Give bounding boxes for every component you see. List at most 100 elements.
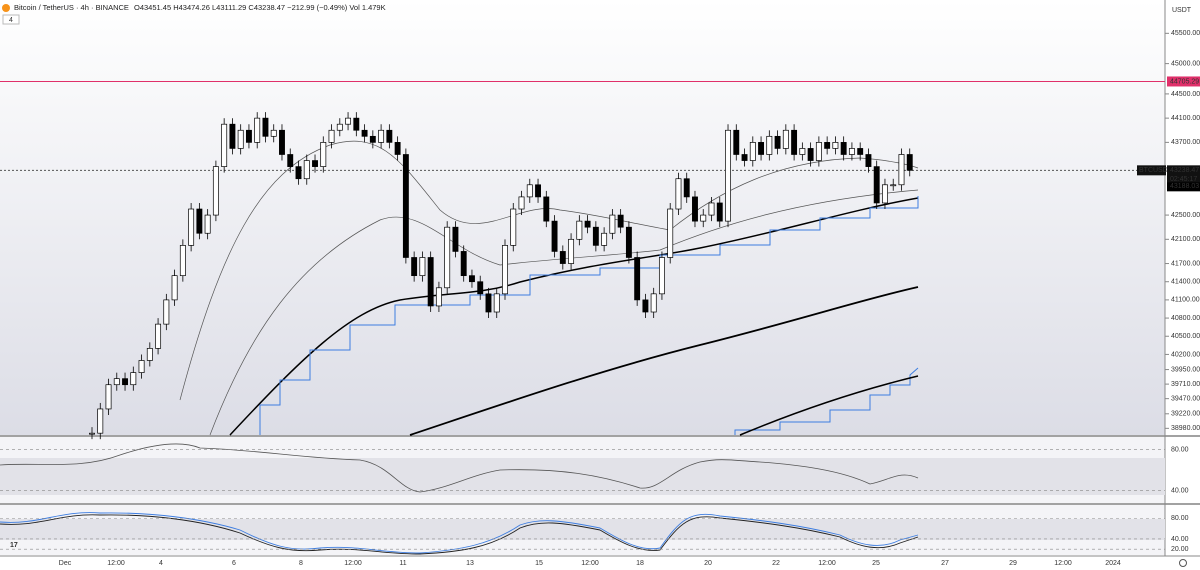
price-tick-label: 45000.00 <box>1171 60 1200 67</box>
candle <box>782 129 789 149</box>
candle <box>279 129 285 155</box>
candle <box>328 129 335 143</box>
candle <box>386 129 393 143</box>
price-tick-label: 44100.00 <box>1171 115 1200 122</box>
candle <box>675 178 682 210</box>
price-pane <box>0 0 1165 435</box>
candle <box>163 299 170 325</box>
time-label: 15 <box>535 560 543 567</box>
candle <box>700 214 707 222</box>
ma-200-lower <box>739 375 919 436</box>
candle <box>601 232 608 246</box>
candle <box>411 257 418 277</box>
candle <box>320 142 327 167</box>
price-tick-label: 42100.00 <box>1171 236 1200 243</box>
osc-tick-label: 80.00 <box>1171 515 1189 522</box>
candle <box>642 299 649 313</box>
candle <box>592 226 599 246</box>
candle <box>493 293 500 313</box>
candle <box>873 166 880 204</box>
candle <box>848 148 855 155</box>
candle <box>105 384 112 410</box>
price-tick-label: 40800.00 <box>1171 315 1200 322</box>
candle <box>650 293 657 313</box>
candle <box>708 202 715 216</box>
currency-label[interactable]: USDT <box>1172 7 1192 14</box>
price-tick-label: 39220.00 <box>1171 411 1200 418</box>
candle <box>303 160 310 180</box>
osc-tick-label: 40.00 <box>1171 536 1189 543</box>
ma-100 <box>229 197 919 436</box>
candle <box>270 129 277 137</box>
time-label: 20 <box>704 560 712 567</box>
candle <box>336 123 343 131</box>
candle <box>460 251 467 277</box>
candle <box>419 257 426 277</box>
candle <box>221 123 228 167</box>
candle <box>138 360 145 373</box>
candle <box>518 196 525 210</box>
candle <box>179 245 186 277</box>
alert-tag-label: 44705.29 <box>1170 78 1199 85</box>
price-tick-label: 41100.00 <box>1171 297 1200 304</box>
candles <box>89 112 913 440</box>
symbol-tag <box>1137 165 1166 176</box>
time-label: 2024 <box>1105 560 1121 567</box>
time-label: 27 <box>941 560 949 567</box>
candle <box>312 160 318 167</box>
price-tick-label: 44500.00 <box>1171 91 1200 98</box>
candle <box>807 148 814 161</box>
time-label: 11 <box>399 560 406 567</box>
supertrend <box>734 367 919 435</box>
supertrend <box>259 196 919 435</box>
candle <box>122 378 128 386</box>
stoch-d <box>0 514 919 555</box>
candle <box>196 208 203 234</box>
candle <box>865 154 872 167</box>
candle <box>361 129 368 137</box>
candle <box>146 348 153 361</box>
time-label: 12:00 <box>581 560 599 567</box>
candle <box>171 275 178 301</box>
indicators <box>179 140 919 436</box>
candle <box>568 238 575 264</box>
price-tick-label: 40500.00 <box>1171 333 1200 340</box>
candle <box>245 129 252 143</box>
symbol-tag-label: BTCUSDT <box>1139 167 1173 174</box>
candle <box>237 129 244 149</box>
price-tick-label: 40200.00 <box>1171 351 1200 358</box>
candle <box>444 226 451 289</box>
candle <box>658 257 665 295</box>
ma-200 <box>409 286 919 436</box>
candle <box>369 135 376 143</box>
last-price-label: 43238.47 <box>1170 167 1199 174</box>
candle <box>485 293 492 313</box>
candle <box>113 378 120 386</box>
settings-icon[interactable] <box>1179 559 1187 567</box>
candle <box>840 142 847 155</box>
candle <box>402 154 409 258</box>
candle <box>212 166 219 216</box>
candle <box>353 117 360 131</box>
price-tick-label: 39710.00 <box>1171 381 1200 388</box>
candle <box>692 196 698 222</box>
indicator-toggle[interactable] <box>2 14 20 25</box>
price-tick-label: 39950.00 <box>1171 366 1200 373</box>
candle <box>435 287 442 307</box>
candle <box>295 166 302 180</box>
candle <box>857 148 864 155</box>
candle <box>766 135 773 155</box>
candle <box>543 196 550 222</box>
candle <box>535 184 541 198</box>
symbol-title: Bitcoin / TetherUS · 4h · BINANCE <box>14 3 129 12</box>
candle <box>609 214 616 234</box>
time-label: 29 <box>1009 560 1017 567</box>
candle <box>551 220 558 252</box>
price-tick-label: 38980.00 <box>1171 425 1200 432</box>
indicator-count: 4 <box>9 17 13 24</box>
candle <box>667 208 674 258</box>
ma-50 <box>209 189 919 436</box>
time-label: 8 <box>299 560 303 567</box>
candle <box>625 226 632 258</box>
